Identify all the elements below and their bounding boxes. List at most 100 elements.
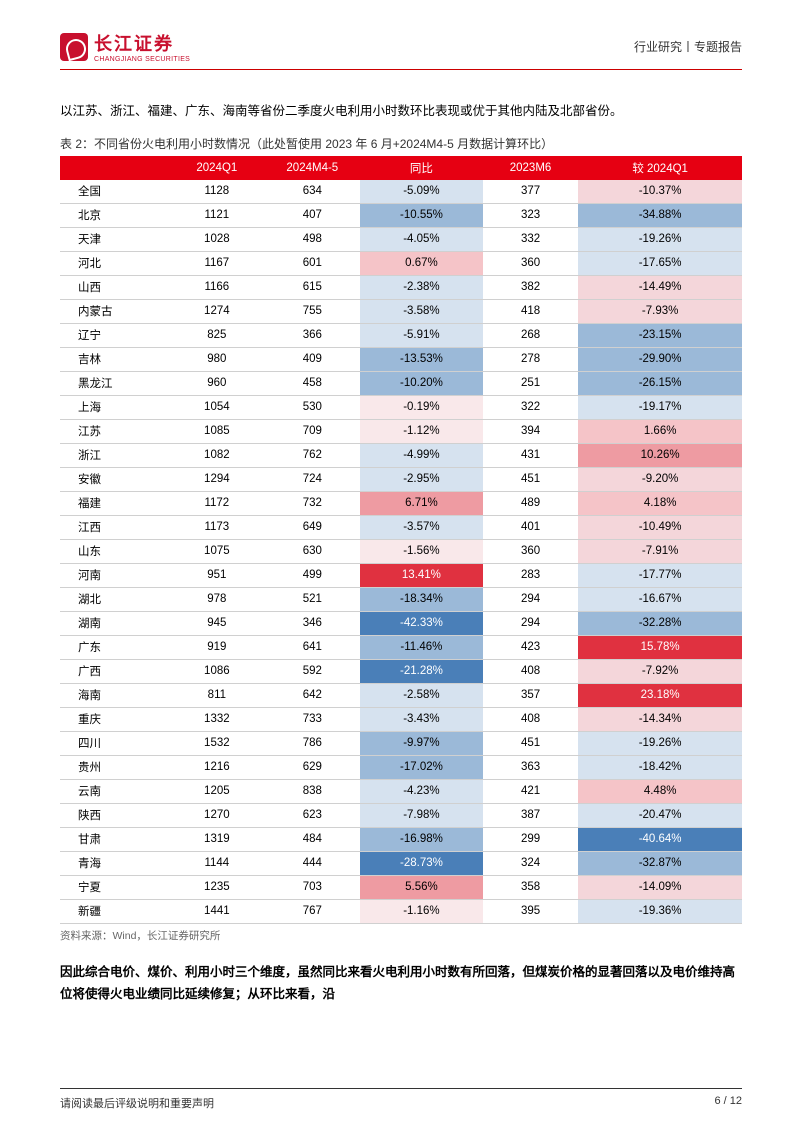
table-cell: 709 [265, 419, 360, 443]
table-cell: 山西 [60, 275, 169, 299]
table-cell: 1167 [169, 251, 264, 275]
table-cell: 649 [265, 515, 360, 539]
table-cell: 530 [265, 395, 360, 419]
table-row: 重庆1332733-3.43%408-14.34% [60, 707, 742, 731]
table-cell: 294 [483, 611, 578, 635]
table-cell: 755 [265, 299, 360, 323]
table-cell: 395 [483, 899, 578, 923]
table-cell: 786 [265, 731, 360, 755]
table-cell: 5.56% [360, 875, 483, 899]
table-cell: 268 [483, 323, 578, 347]
table-cell: 762 [265, 443, 360, 467]
table-cell: 广西 [60, 659, 169, 683]
table-cell: 387 [483, 803, 578, 827]
table-cell: 1216 [169, 755, 264, 779]
table-cell: 615 [265, 275, 360, 299]
table-cell: 703 [265, 875, 360, 899]
brand-logo: 长江证券 CHANGJIANG SECURITIES [60, 30, 190, 63]
table-row: 全国1128634-5.09%377-10.37% [60, 180, 742, 204]
table-row: 辽宁825366-5.91%268-23.15% [60, 323, 742, 347]
table-cell: 江西 [60, 515, 169, 539]
table-cell: 484 [265, 827, 360, 851]
table-cell: 1054 [169, 395, 264, 419]
table-cell: 宁夏 [60, 875, 169, 899]
table-cell: -4.99% [360, 443, 483, 467]
table-cell: 521 [265, 587, 360, 611]
table-row: 广东919641-11.46%42315.78% [60, 635, 742, 659]
table-row: 天津1028498-4.05%332-19.26% [60, 227, 742, 251]
table-cell: 825 [169, 323, 264, 347]
table-cell: 629 [265, 755, 360, 779]
table-cell: 1319 [169, 827, 264, 851]
table-cell: 978 [169, 587, 264, 611]
table-cell: 1085 [169, 419, 264, 443]
table-cell: 广东 [60, 635, 169, 659]
table-row: 上海1054530-0.19%322-19.17% [60, 395, 742, 419]
table-cell: 安徽 [60, 467, 169, 491]
table-cell: 13.41% [360, 563, 483, 587]
table-cell: -7.91% [578, 539, 742, 563]
table-row: 内蒙古1274755-3.58%418-7.93% [60, 299, 742, 323]
table-cell: 河南 [60, 563, 169, 587]
table-cell: -16.98% [360, 827, 483, 851]
table-cell: -32.87% [578, 851, 742, 875]
table-cell: 408 [483, 707, 578, 731]
table-cell: 357 [483, 683, 578, 707]
table-cell: 294 [483, 587, 578, 611]
table-cell: 299 [483, 827, 578, 851]
table-row: 浙江1082762-4.99%43110.26% [60, 443, 742, 467]
table-cell: -5.09% [360, 180, 483, 204]
table-cell: -13.53% [360, 347, 483, 371]
table-row: 北京1121407-10.55%323-34.88% [60, 203, 742, 227]
table-cell: 陕西 [60, 803, 169, 827]
table-cell: 4.18% [578, 491, 742, 515]
table-cell: 6.71% [360, 491, 483, 515]
table-cell: 1128 [169, 180, 264, 204]
table-cell: 1274 [169, 299, 264, 323]
table-cell: 1172 [169, 491, 264, 515]
table-cell: -5.91% [360, 323, 483, 347]
table-cell: -19.26% [578, 227, 742, 251]
table-cell: -10.49% [578, 515, 742, 539]
page-footer: 请阅读最后评级说明和重要声明 6 / 12 [60, 1088, 742, 1111]
table-cell: 黑龙江 [60, 371, 169, 395]
table-row: 安徽1294724-2.95%451-9.20% [60, 467, 742, 491]
table-row: 广西1086592-21.28%408-7.92% [60, 659, 742, 683]
table-cell: 458 [265, 371, 360, 395]
table-cell: -4.05% [360, 227, 483, 251]
table-row: 河北11676010.67%360-17.65% [60, 251, 742, 275]
table-row: 吉林980409-13.53%278-29.90% [60, 347, 742, 371]
table-row: 江苏1085709-1.12%3941.66% [60, 419, 742, 443]
table-cell: 332 [483, 227, 578, 251]
table-cell: 内蒙古 [60, 299, 169, 323]
table-cell: 489 [483, 491, 578, 515]
table-cell: 1.66% [578, 419, 742, 443]
table-cell: 新疆 [60, 899, 169, 923]
table-cell: 919 [169, 635, 264, 659]
table-cell: 江苏 [60, 419, 169, 443]
table-cell: -3.43% [360, 707, 483, 731]
table-cell: 322 [483, 395, 578, 419]
table-cell: 1173 [169, 515, 264, 539]
table-row: 山东1075630-1.56%360-7.91% [60, 539, 742, 563]
table-header-cell: 2023M6 [483, 156, 578, 180]
table-row: 甘肃1319484-16.98%299-40.64% [60, 827, 742, 851]
table-cell: 358 [483, 875, 578, 899]
table-caption: 表 2：不同省份火电利用小时数情况（此处暂使用 2023 年 6 月+2024M… [60, 135, 742, 152]
table-cell: -9.97% [360, 731, 483, 755]
table-cell: 407 [265, 203, 360, 227]
table-cell: 363 [483, 755, 578, 779]
logo-text-en: CHANGJIANG SECURITIES [94, 56, 190, 63]
table-cell: 394 [483, 419, 578, 443]
table-cell: -2.58% [360, 683, 483, 707]
table-cell: 732 [265, 491, 360, 515]
table-cell: 4.48% [578, 779, 742, 803]
table-header-cell: 2024Q1 [169, 156, 264, 180]
table-row: 贵州1216629-17.02%363-18.42% [60, 755, 742, 779]
table-cell: 366 [265, 323, 360, 347]
table-cell: -32.28% [578, 611, 742, 635]
table-cell: 401 [483, 515, 578, 539]
table-row: 湖北978521-18.34%294-16.67% [60, 587, 742, 611]
table-row: 云南1205838-4.23%4214.48% [60, 779, 742, 803]
table-cell: 423 [483, 635, 578, 659]
